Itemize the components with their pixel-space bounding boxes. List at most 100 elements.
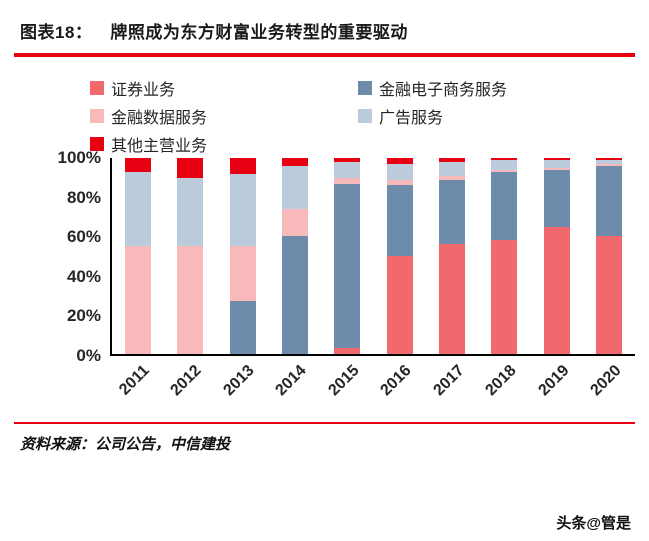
bar-segment xyxy=(282,158,309,166)
bar-segment xyxy=(334,348,361,354)
x-tick-label: 2014 xyxy=(272,362,310,400)
bar-segment xyxy=(282,208,309,237)
bar-segment xyxy=(177,246,204,354)
legend-item: 金融电子商务服务 xyxy=(358,77,635,99)
legend-label: 金融数据服务 xyxy=(111,107,208,127)
figure-number: 图表18： xyxy=(20,23,93,42)
stacked-bar-chart: 证券业务 金融电子商务服务金融数据服务 广告服务其他主营业务 100% 80% 60% 4… xyxy=(14,77,635,416)
bar-2019 xyxy=(543,158,570,354)
plot-wrap: 100% 80% 60% 40% 20% 0% xyxy=(14,148,635,365)
x-tick: 2017 xyxy=(425,356,478,416)
bar-2012 xyxy=(177,158,204,354)
legend-label: 广告服务 xyxy=(379,107,444,127)
legend-item: 证券业务 xyxy=(90,77,358,99)
bar-segment xyxy=(125,171,152,247)
bar-2014 xyxy=(282,158,309,354)
legend-label: 其他主营业务 xyxy=(111,135,208,155)
x-tick-label: 2015 xyxy=(325,362,363,400)
bar-2011 xyxy=(125,158,152,354)
figure-title: 图表18： 牌照成为东方财富业务转型的重要驱动 xyxy=(14,18,635,43)
bar-segment xyxy=(386,158,413,164)
source-note: 资料来源：公司公告，中信建投 xyxy=(20,435,231,453)
x-tick-label: 2017 xyxy=(430,362,468,400)
legend-item: 金融数据服务 xyxy=(90,105,358,127)
x-tick-label: 2016 xyxy=(377,362,415,400)
bar-segment xyxy=(595,165,622,237)
x-axis: 2011 2012 2013 2014 2015 2016 2017 2018 2019 2020 xyxy=(110,356,635,416)
x-tick-label: 2018 xyxy=(482,362,520,400)
bar-segment xyxy=(386,256,413,354)
bar-segment xyxy=(491,158,518,160)
title-red-rule xyxy=(14,53,635,57)
bar-segment xyxy=(334,158,361,162)
bar-segment xyxy=(595,236,622,354)
x-tick: 2018 xyxy=(478,356,531,416)
y-axis: 100% 80% 60% 40% 20% 0% xyxy=(57,148,101,365)
bar-segment xyxy=(438,244,465,354)
bar-segment xyxy=(334,161,361,178)
bar-segment xyxy=(543,167,570,170)
bar-segment xyxy=(491,171,518,241)
bar-segment xyxy=(229,173,256,247)
legend-swatch xyxy=(358,80,372,95)
figure-title-text: 牌照成为东方财富业务转型的重要驱动 xyxy=(110,23,408,42)
legend-label: 金融电子商务服务 xyxy=(379,79,508,99)
plot-area xyxy=(110,158,635,356)
x-tick: 2020 xyxy=(583,356,636,416)
bar-segment xyxy=(438,175,465,180)
bar-segment xyxy=(386,163,413,180)
legend-swatch xyxy=(90,80,104,95)
bar-segment xyxy=(229,246,256,302)
bar-segment xyxy=(491,169,518,172)
bar-segment xyxy=(491,159,518,170)
x-tick: 2016 xyxy=(373,356,426,416)
bar-segment xyxy=(177,158,204,178)
footer-red-rule xyxy=(14,422,635,424)
bar-segment xyxy=(595,163,622,166)
bar-segment xyxy=(438,158,465,162)
x-tick: 2013 xyxy=(215,356,268,416)
bar-2016 xyxy=(386,158,413,354)
legend-item: 广告服务 xyxy=(358,105,635,127)
bar-segment xyxy=(543,226,570,354)
bar-2020 xyxy=(595,158,622,354)
bar-segment xyxy=(543,160,570,168)
x-tick-label: 2019 xyxy=(535,362,573,400)
bar-2018 xyxy=(491,158,518,354)
bar-segment xyxy=(334,177,361,184)
x-tick: 2011 xyxy=(110,356,163,416)
x-tick-label: 2012 xyxy=(167,362,205,400)
bar-segment xyxy=(229,158,256,174)
bar-segment xyxy=(282,165,309,209)
legend-swatch xyxy=(90,108,104,123)
legend-label: 证券业务 xyxy=(111,79,176,99)
bar-segment xyxy=(334,183,361,349)
bar-segment xyxy=(282,236,309,354)
x-tick: 2012 xyxy=(163,356,216,416)
x-tick: 2014 xyxy=(268,356,321,416)
bar-segment xyxy=(595,160,622,164)
bar-segment xyxy=(543,169,570,227)
bar-segment xyxy=(543,158,570,160)
bar-2013 xyxy=(229,158,256,354)
watermark: 头条@管是 xyxy=(556,515,631,532)
x-tick-label: 2011 xyxy=(115,362,153,399)
legend-swatch xyxy=(90,136,104,151)
x-tick: 2015 xyxy=(320,356,373,416)
bar-segment xyxy=(386,179,413,186)
bar-segment xyxy=(386,185,413,256)
bar-segment xyxy=(491,240,518,354)
bar-2017 xyxy=(438,158,465,354)
bar-segment xyxy=(125,158,152,172)
bar-segment xyxy=(438,179,465,245)
bar-segment xyxy=(595,158,622,160)
bar-segment xyxy=(125,246,152,354)
bar-segment xyxy=(229,301,256,354)
x-tick-label: 2020 xyxy=(587,362,625,400)
bar-segment xyxy=(177,177,204,247)
chart-legend: 证券业务 金融电子商务服务金融数据服务 广告服务其他主营业务 xyxy=(90,77,635,155)
legend-swatch xyxy=(358,108,372,123)
x-tick: 2019 xyxy=(530,356,583,416)
bar-segment xyxy=(438,161,465,176)
